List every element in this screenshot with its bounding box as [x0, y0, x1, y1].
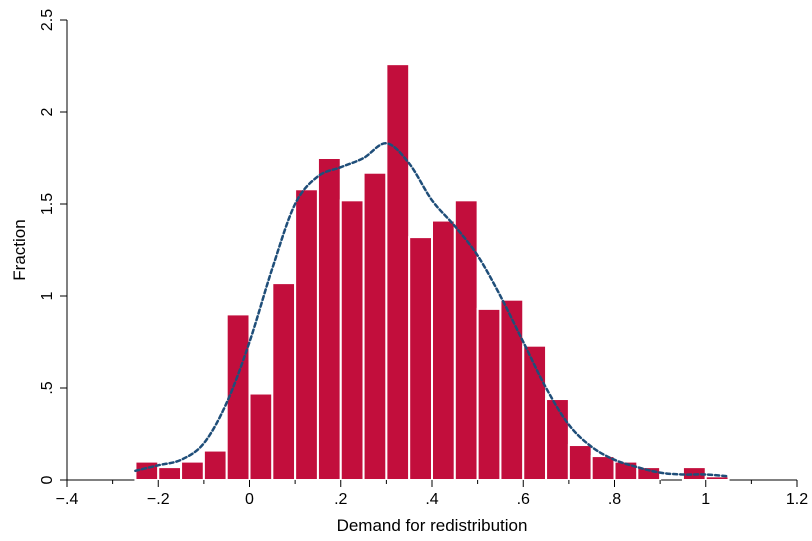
histogram-bar [362, 171, 388, 481]
x-tick-label: −.2 [147, 491, 170, 508]
histogram-bar [202, 449, 228, 481]
y-tick-label: .5 [39, 381, 56, 394]
histogram-bar [408, 236, 433, 481]
x-tick-label: .2 [334, 491, 347, 508]
x-axis-title: Demand for redistribution [337, 516, 528, 535]
histogram-bar [157, 466, 183, 481]
histogram-bars [134, 63, 730, 482]
histogram-bar [271, 282, 297, 481]
y-axis-ticks: 0 .5 1 1.5 2 2.5 [39, 9, 67, 484]
x-tick-label: −.4 [56, 491, 79, 508]
histogram-bar [339, 199, 365, 481]
x-tick-label: .4 [425, 491, 438, 508]
x-tick-label: .8 [608, 491, 621, 508]
density-curve-layer [134, 142, 730, 478]
x-tick-label: .6 [517, 491, 530, 508]
histogram-bar [248, 392, 274, 481]
histogram-bar [545, 398, 570, 482]
density-curve [134, 142, 730, 478]
x-axis-ticks: −.4 −.2 0 .2 .4 .6 .8 1 1.2 [56, 480, 808, 508]
x-tick-label: 1 [701, 491, 710, 508]
histogram-bar [294, 188, 319, 481]
y-tick-label: 1.5 [39, 193, 56, 215]
histogram-bar [453, 199, 479, 481]
y-tick-label: 1 [39, 291, 56, 300]
x-tick-label: 1.2 [786, 491, 808, 508]
y-axis-title: Fraction [10, 219, 29, 280]
histogram-bar [316, 157, 342, 481]
y-tick-label: 2 [39, 107, 56, 116]
histogram-bar [476, 307, 502, 481]
histogram-bar [431, 219, 456, 481]
histogram-bar [499, 298, 525, 481]
y-tick-label: 2.5 [39, 9, 56, 31]
histogram-bar [385, 63, 411, 481]
y-tick-label: 0 [39, 475, 56, 484]
histogram-bar [590, 455, 616, 481]
histogram-bar [567, 444, 593, 482]
histogram-bar [180, 460, 205, 482]
x-tick-label: 0 [245, 491, 254, 508]
